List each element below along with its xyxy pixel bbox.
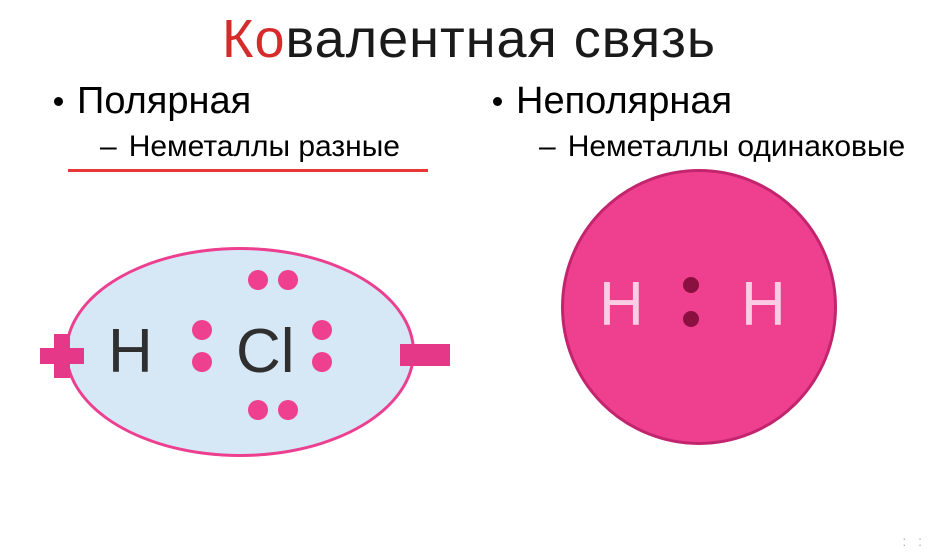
nonpolar-sub-label: Неметаллы одинаковые bbox=[568, 129, 906, 165]
polar-diagram: H Cl bbox=[30, 202, 469, 482]
columns: Полярная – Неметаллы разные H Cl Неполярн… bbox=[0, 80, 938, 482]
atom-label: H bbox=[741, 269, 786, 340]
nonpolar-bullet: Неполярная bbox=[469, 80, 908, 123]
electron-dot bbox=[248, 400, 268, 420]
atom-label: Cl bbox=[236, 316, 295, 387]
atom-label: H bbox=[599, 269, 644, 340]
dash-icon: – bbox=[539, 129, 556, 165]
electron-dot bbox=[312, 352, 332, 372]
polar-label: Полярная bbox=[77, 80, 251, 123]
dash-icon: – bbox=[100, 129, 117, 165]
plus-icon bbox=[40, 334, 84, 378]
page-marker: : : bbox=[902, 533, 926, 549]
nonpolar-diagram: HH bbox=[469, 169, 908, 449]
electron-dot bbox=[192, 352, 212, 372]
electron-dot bbox=[683, 311, 699, 327]
title-part-black: валентная связь bbox=[285, 9, 716, 69]
electron-dot bbox=[312, 320, 332, 340]
atom-label: H bbox=[108, 316, 153, 387]
polar-sub-label: Неметаллы разные bbox=[129, 129, 400, 165]
bullet-dot-icon bbox=[493, 97, 502, 106]
nonpolar-sub: – Неметаллы одинаковые bbox=[469, 129, 908, 165]
polar-sub: – Неметаллы разные bbox=[30, 129, 469, 165]
electron-dot bbox=[278, 400, 298, 420]
minus-icon bbox=[400, 344, 450, 366]
polar-bullet: Полярная bbox=[30, 80, 469, 123]
slide-title: Ковалентная связь bbox=[0, 0, 938, 70]
electron-dot bbox=[278, 270, 298, 290]
electron-dot bbox=[248, 270, 268, 290]
electron-dot bbox=[192, 320, 212, 340]
column-nonpolar: Неполярная – Неметаллы одинаковые HH bbox=[469, 80, 908, 482]
nonpolar-label: Неполярная bbox=[516, 80, 732, 123]
bullet-dot-icon bbox=[54, 97, 63, 106]
electron-dot bbox=[683, 277, 699, 293]
column-polar: Полярная – Неметаллы разные H Cl bbox=[30, 80, 469, 482]
title-part-red: Ко bbox=[222, 9, 286, 69]
underline bbox=[68, 169, 428, 172]
